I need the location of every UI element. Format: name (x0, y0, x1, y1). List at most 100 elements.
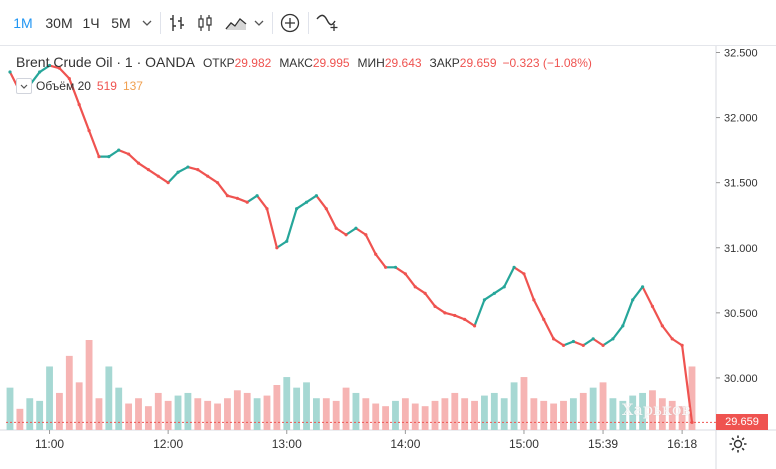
price-point (196, 168, 200, 172)
price-segment (87, 129, 101, 158)
price-point (206, 174, 210, 178)
volume-bar (639, 392, 646, 430)
volume-bar (174, 395, 182, 430)
price-segment (48, 64, 61, 70)
bars-chart-icon[interactable] (166, 12, 188, 34)
toolbar-divider (160, 12, 161, 34)
settings-gear-icon[interactable] (728, 434, 748, 454)
price-point (542, 317, 546, 321)
x-tick-label: 15:00 (509, 437, 539, 451)
volume-name: Объём 20 (36, 79, 91, 93)
price-point (443, 311, 447, 315)
volume-bar (144, 406, 152, 430)
price-segment (621, 298, 634, 327)
volume-bar (550, 403, 558, 430)
chart-type-dropdown-chevron-icon[interactable] (252, 12, 266, 34)
price-segment (285, 207, 298, 243)
price-point (255, 194, 259, 198)
volume-bar (510, 382, 518, 430)
price-segment (661, 324, 674, 340)
price-point (176, 170, 180, 174)
price-segment (522, 272, 535, 301)
price-point (107, 155, 111, 159)
volume-bar (599, 382, 607, 430)
chart-toolbar: 1М 30М 1Ч 5М (0, 0, 776, 46)
price-segment (206, 175, 219, 184)
volume-bar (303, 382, 310, 430)
price-point (245, 200, 249, 204)
collapse-volume-chevron-icon[interactable] (16, 78, 32, 94)
price-point (690, 420, 694, 424)
price-point (393, 265, 398, 269)
y-tick-label: 32.500 (724, 48, 758, 60)
price-point (571, 339, 575, 344)
price-point (374, 252, 378, 256)
volume-bar (362, 398, 370, 430)
price-segment (473, 298, 486, 327)
price-point (97, 155, 101, 159)
y-tick-label: 31.500 (724, 178, 758, 190)
open-value: 29.982 (234, 56, 272, 70)
volume-bar (253, 398, 261, 430)
interval-dropdown-chevron-icon[interactable] (140, 12, 154, 34)
price-segment (463, 318, 476, 327)
volume-bar (451, 392, 459, 430)
price-point (403, 272, 407, 276)
volume-bar (560, 400, 567, 430)
price-point (117, 148, 121, 152)
toolbar-divider (272, 12, 273, 34)
price-segment (265, 207, 278, 249)
volume-value-2: 137 (122, 79, 143, 93)
price-point (561, 343, 566, 347)
add-indicator-plus-icon[interactable] (278, 12, 302, 34)
y-tick-label: 30.500 (724, 308, 758, 320)
price-segment (404, 272, 417, 288)
volume-bar (619, 400, 627, 430)
volume-bar (46, 366, 53, 430)
price-point (660, 324, 664, 328)
price-segment (651, 305, 664, 327)
price-segment (68, 77, 81, 106)
interval-1h-button[interactable]: 1Ч (82, 15, 100, 31)
volume-legend: Объём 20 519 137 (16, 78, 143, 94)
volume-bar (214, 403, 221, 430)
price-point (127, 152, 131, 156)
price-segment (256, 194, 269, 210)
compare-symbol-icon[interactable] (314, 12, 342, 34)
price-segment (631, 285, 644, 301)
low-value: 29.643 (384, 56, 422, 70)
price-point (413, 285, 417, 289)
price-point (522, 272, 526, 276)
price-segment (424, 292, 437, 308)
price-segment (236, 197, 249, 204)
price-point (38, 70, 42, 74)
area-chart-icon[interactable] (224, 12, 248, 34)
candles-chart-icon[interactable] (194, 12, 216, 34)
price-segment (127, 152, 140, 165)
price-segment (137, 162, 150, 171)
chart-area[interactable]: 32.500 32.000 31.500 31.000 30.500 30.000 11:0… (0, 46, 776, 469)
price-point (453, 313, 457, 318)
volume-bar (115, 387, 123, 430)
price-chart-svg[interactable]: 32.500 32.000 31.500 31.000 30.500 30.000 11:0… (0, 46, 776, 469)
price-segment (226, 194, 239, 200)
price-segment (483, 292, 496, 301)
symbol-title: Brent Crude Oil · 1 · OANDA (16, 54, 195, 70)
price-segment (38, 64, 51, 74)
high-label: МАКС (279, 56, 313, 70)
price-point (166, 181, 170, 185)
price-point (265, 207, 269, 211)
volume-bar (540, 400, 548, 430)
interval-5m-button[interactable]: 5М (111, 15, 131, 31)
volume-bar (530, 398, 538, 430)
price-point (611, 337, 615, 341)
price-segment (532, 298, 545, 321)
price-point (354, 226, 358, 230)
volume-bar (668, 400, 676, 430)
interval-1m-button[interactable]: 1М (13, 15, 33, 31)
price-point (532, 298, 536, 302)
volume-bar (135, 398, 142, 430)
interval-30m-button[interactable]: 30М (45, 15, 73, 31)
volume-bar (36, 400, 44, 430)
price-segment (503, 266, 516, 288)
